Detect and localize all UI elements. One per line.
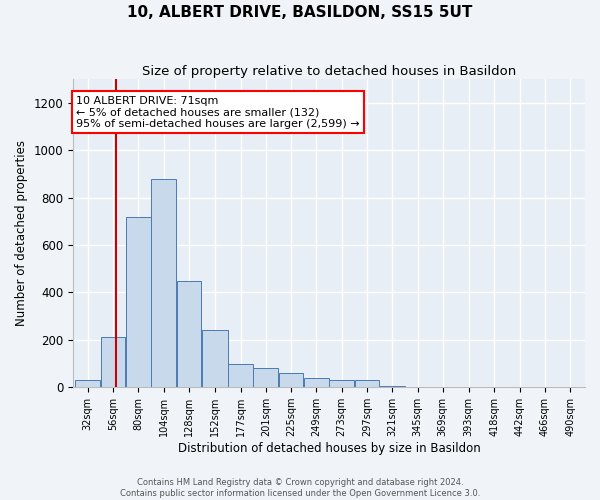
Bar	[176, 280, 201, 387]
Bar	[76, 380, 100, 387]
Bar	[151, 178, 176, 387]
Bar	[329, 380, 354, 387]
Text: 10, ALBERT DRIVE, BASILDON, SS15 5UT: 10, ALBERT DRIVE, BASILDON, SS15 5UT	[127, 5, 473, 20]
Bar	[380, 386, 404, 387]
Bar	[126, 216, 151, 387]
Y-axis label: Number of detached properties: Number of detached properties	[15, 140, 28, 326]
Title: Size of property relative to detached houses in Basildon: Size of property relative to detached ho…	[142, 65, 516, 78]
Bar	[253, 368, 278, 387]
Bar	[304, 378, 329, 387]
Bar	[355, 380, 379, 387]
Bar	[202, 330, 227, 387]
Bar	[228, 364, 253, 387]
Text: Contains HM Land Registry data © Crown copyright and database right 2024.
Contai: Contains HM Land Registry data © Crown c…	[120, 478, 480, 498]
Text: 10 ALBERT DRIVE: 71sqm
← 5% of detached houses are smaller (132)
95% of semi-det: 10 ALBERT DRIVE: 71sqm ← 5% of detached …	[76, 96, 360, 129]
X-axis label: Distribution of detached houses by size in Basildon: Distribution of detached houses by size …	[178, 442, 481, 455]
Bar	[279, 373, 304, 387]
Bar	[101, 338, 125, 387]
